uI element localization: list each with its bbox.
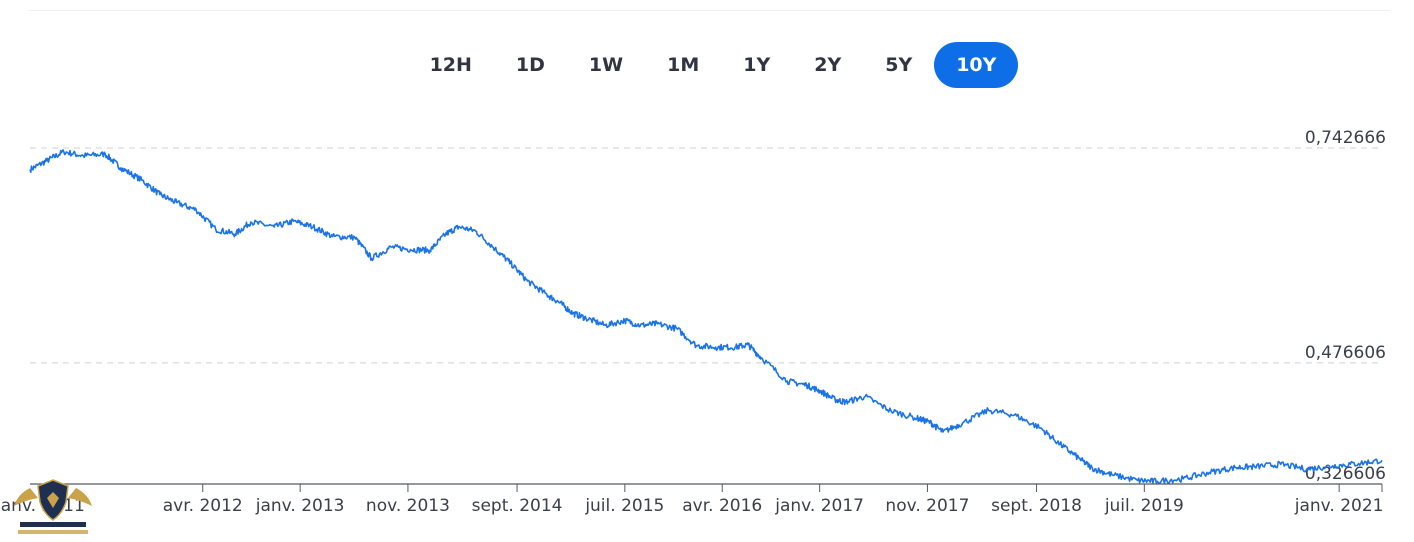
gridlines: [30, 147, 1382, 364]
top-divider: [28, 10, 1390, 11]
x-tick-label: juil. 2015: [584, 496, 664, 516]
arab-defense-forum-logo: [14, 479, 92, 534]
range-button-12h[interactable]: 12H: [408, 42, 494, 88]
range-button-10y[interactable]: 10Y: [934, 42, 1019, 88]
y-tick-label: 0,742666: [1305, 128, 1386, 148]
range-button-5y[interactable]: 5Y: [863, 42, 934, 88]
x-tick-label: nov. 2013: [366, 496, 450, 516]
x-tick-label: nov. 2017: [885, 496, 969, 516]
x-tick-label: juil. 2019: [1104, 496, 1184, 516]
x-tick-label: sept. 2018: [991, 496, 1082, 516]
x-tick-label: janv. 2021: [1294, 496, 1384, 516]
time-range-selector: 12H 1D 1W 1M 1Y 2Y 5Y 10Y: [0, 42, 1414, 88]
x-tick-label: avr. 2012: [163, 496, 243, 516]
x-tick-label: avr. 2016: [682, 496, 762, 516]
y-tick-label: 0,476606: [1305, 343, 1386, 363]
range-button-1y[interactable]: 1Y: [721, 42, 792, 88]
range-button-1d[interactable]: 1D: [494, 42, 567, 88]
time-range-buttons: 12H 1D 1W 1M 1Y 2Y 5Y 10Y: [408, 42, 1019, 88]
x-tick-label: janv. 2013: [255, 496, 345, 516]
y-axis-labels: 0,742666 0,476606 0,326606: [1305, 128, 1386, 484]
price-series-line: [29, 149, 1383, 485]
range-button-2y[interactable]: 2Y: [792, 42, 863, 88]
x-tick-label: sept. 2014: [472, 496, 563, 516]
range-button-1m[interactable]: 1M: [645, 42, 721, 88]
x-tick-label: janv. 2017: [774, 496, 864, 516]
range-button-1w[interactable]: 1W: [567, 42, 645, 88]
y-tick-label: 0,326606: [1305, 464, 1386, 484]
